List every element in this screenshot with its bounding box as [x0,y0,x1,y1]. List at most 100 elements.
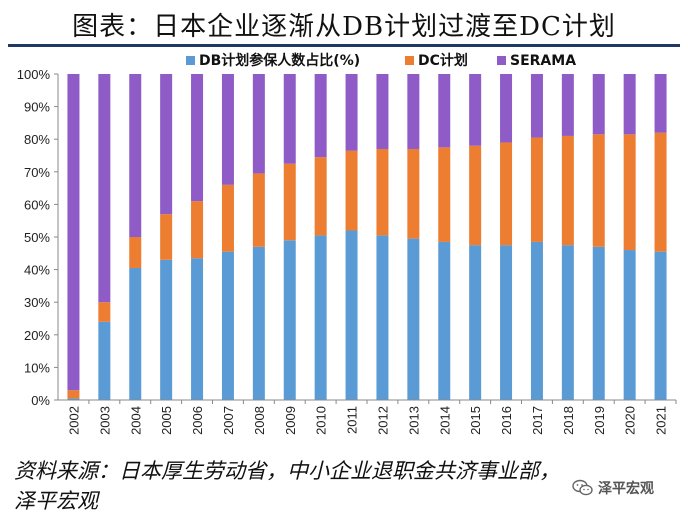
y-tick-label: 50% [24,230,50,245]
y-tick-label: 60% [24,197,50,212]
y-tick-label: 20% [24,328,50,343]
legend-swatch [405,56,414,65]
y-tick-label: 70% [24,165,50,180]
bar-segment [67,398,80,400]
bar-segment [376,148,389,236]
bar-segment [283,240,296,400]
bar-segment [561,74,574,136]
bar-segment [98,321,111,400]
bar-segment [221,184,234,252]
bar-segment [654,74,667,133]
bar-segment [623,134,636,251]
bar-segment [67,390,80,399]
bar-segment [160,74,173,215]
x-tick-label: 2016 [499,406,514,435]
bar-segment [314,235,327,400]
bar-segment [530,137,543,242]
bar-segment [561,245,574,400]
bar-segment [592,134,605,247]
bar-segment [283,74,296,164]
x-tick-label: 2021 [654,406,669,435]
bar-segment [438,147,451,242]
legend-label: DC计划 [418,52,468,69]
y-tick-label: 100% [17,67,51,82]
bar-segment [191,74,204,202]
bar-segment [623,74,636,135]
bar-segment [500,142,513,246]
bar-segment [376,74,389,149]
bar-segment [252,74,265,174]
bar-segment [283,163,296,241]
bar-segment [530,241,543,400]
x-tick-label: 2019 [592,406,607,435]
y-tick-label: 80% [24,132,50,147]
bar-segment [252,246,265,400]
bar-segment [129,237,142,268]
legend: DB计划参保人数占比(%) DC计划 SERAMA [186,52,576,69]
bar-segment [500,74,513,143]
watermark: 泽平宏观 [572,478,654,498]
y-tick-label: 0% [31,393,50,408]
x-tick-label: 2011 [345,406,360,434]
x-tick-label: 2006 [190,406,205,435]
bar-segment [654,132,667,252]
bar-segment [407,238,420,400]
watermark-text: 泽平宏观 [598,481,654,497]
legend-label: DB计划参保人数占比(%) [199,52,360,69]
bar-segment [98,74,111,303]
bar-segment [469,145,482,246]
x-tick-label: 2010 [314,406,329,435]
x-tick-label: 2014 [437,406,452,435]
bar-segment [191,258,204,400]
bar-segment [129,267,142,400]
bar-segment [314,74,327,158]
x-tick-label: 2015 [468,406,483,435]
x-tick-label: 2012 [375,406,390,435]
wechat-icon [572,479,593,496]
bar-segment [469,245,482,400]
x-tick-label: 2009 [283,406,298,435]
x-tick-label: 2008 [252,406,267,435]
bar-segment [530,74,543,138]
bar-segment [500,245,513,400]
bar-segment [561,135,574,246]
bar-segment [98,302,111,322]
bar-segment [469,74,482,146]
bar-segment [314,157,327,236]
legend-swatch [186,56,195,65]
bar-segment [345,150,358,231]
bar-segment [376,235,389,400]
y-tick-label: 10% [24,360,50,375]
x-tick-label: 2007 [221,406,236,435]
bar-segment [160,259,173,400]
y-tick-label: 40% [24,263,50,278]
bar-segment [654,251,667,400]
bar-segment [129,74,142,237]
legend-label: SERAMA [510,53,576,69]
bar-segment [407,148,420,239]
bar-segment [345,230,358,400]
stacked-bar-chart: DB计划参保人数占比(%) DC计划 SERAMA 0% 10% 20% 30% 40% 50… [17,52,677,435]
x-axis: 2002 2003 2004 2005 2006 2007 2008 2009 2010 2011… [58,399,677,435]
bar-segment [623,250,636,400]
bar-segment [438,241,451,400]
x-tick-label: 2005 [159,406,174,435]
bar-segment [252,173,265,247]
bar-segment [592,74,605,135]
x-tick-label: 2018 [561,406,576,435]
bar-segment [221,251,234,400]
x-tick-label: 2017 [530,406,545,435]
bar-segment [592,246,605,400]
x-tick-label: 2013 [406,406,421,435]
title-divider [8,44,680,47]
bar-segment [345,74,358,151]
x-tick-label: 2020 [623,406,638,435]
legend-swatch [497,56,506,65]
bar-segment [160,214,173,260]
bar-segment [221,74,234,185]
y-axis: 0% 10% 20% 30% 40% 50% 60% 70% 80% 90% 100% [17,67,59,408]
x-tick-label: 2002 [66,406,81,435]
bar-segment [438,74,451,148]
bars [67,74,667,400]
x-tick-label: 2004 [128,406,143,435]
